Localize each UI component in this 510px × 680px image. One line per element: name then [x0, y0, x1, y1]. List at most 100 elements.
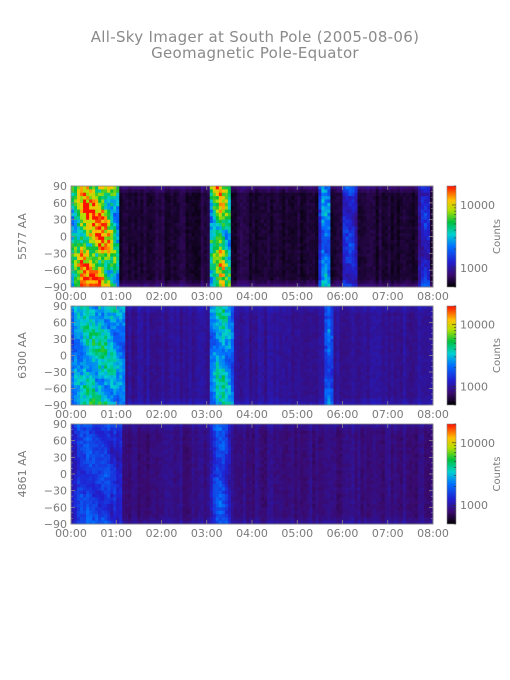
heatmap-cell: [360, 226, 365, 231]
heatmap-cell: [363, 280, 368, 285]
heatmap-cell: [420, 276, 425, 281]
heatmap-cell: [173, 332, 177, 337]
heatmap-cell: [113, 319, 117, 323]
heatmap-cell: [194, 332, 199, 337]
heatmap-cell: [101, 273, 105, 278]
heatmap-cell: [423, 212, 428, 217]
heatmap-cell: [89, 375, 93, 379]
heatmap-cell: [149, 199, 153, 204]
heatmap-cell: [80, 263, 84, 268]
heatmap-cell: [143, 319, 147, 323]
heatmap-cell: [348, 249, 352, 254]
heatmap-cell: [411, 256, 416, 261]
heatmap-cell: [194, 306, 199, 310]
heatmap-cell: [378, 253, 383, 258]
heatmap-cell: [399, 223, 404, 227]
heatmap-cell: [191, 355, 196, 360]
heatmap-cell: [185, 385, 190, 389]
heatmap-cell: [197, 219, 202, 224]
heatmap-cell: [89, 223, 93, 227]
heatmap-cell: [354, 276, 358, 281]
heatmap-cell: [264, 196, 268, 200]
heatmap-cell: [206, 236, 211, 241]
heatmap-cell: [104, 189, 108, 194]
heatmap-cell: [297, 236, 301, 241]
heatmap-cell: [369, 283, 374, 288]
heatmap-cell: [179, 283, 184, 288]
heatmap-cell: [261, 276, 265, 281]
heatmap-cell: [429, 276, 434, 281]
heatmap-cell: [104, 365, 108, 370]
heatmap-cell: [152, 352, 156, 356]
heatmap-cell: [140, 355, 144, 360]
heatmap-cell: [170, 355, 174, 360]
heatmap-cell: [98, 401, 102, 406]
heatmap-cell: [113, 196, 117, 200]
heatmap-cell: [74, 352, 78, 356]
heatmap-cell: [107, 398, 111, 403]
heatmap-cell: [125, 381, 129, 386]
heatmap-cell: [131, 329, 135, 333]
heatmap-cell: [429, 196, 434, 200]
heatmap-cell: [297, 280, 301, 285]
heatmap-cell: [417, 273, 422, 278]
heatmap-cell: [255, 253, 259, 258]
heatmap-cell: [185, 388, 190, 393]
heatmap-cell: [71, 270, 75, 274]
heatmap-cell: [267, 263, 271, 268]
heatmap-cell: [306, 276, 310, 281]
heatmap-cell: [288, 223, 292, 227]
heatmap-cell: [194, 362, 199, 366]
heatmap-cell: [146, 312, 150, 317]
heatmap-cell: [83, 226, 87, 231]
heatmap-cell: [194, 339, 199, 343]
heatmap-cell: [83, 348, 87, 353]
heatmap-cell: [309, 243, 313, 247]
heatmap-cell: [209, 219, 214, 224]
heatmap-cell: [92, 332, 96, 337]
heatmap-cell: [194, 342, 199, 346]
heatmap-cell: [146, 256, 150, 261]
heatmap-cell: [125, 249, 129, 254]
heatmap-cell: [188, 283, 193, 288]
heatmap-cell: [143, 365, 147, 370]
heatmap-cell: [185, 381, 190, 386]
heatmap-cell: [92, 212, 96, 217]
heatmap-cell: [242, 186, 247, 190]
heatmap-cell: [179, 355, 184, 360]
heatmap-cell: [291, 196, 295, 200]
heatmap-cell: [369, 249, 374, 254]
heatmap-cell: [390, 263, 395, 268]
heatmap-cell: [149, 239, 153, 244]
heatmap-cell: [167, 348, 171, 353]
heatmap-cell: [191, 329, 196, 333]
heatmap-cell: [300, 273, 304, 278]
heatmap-cell: [71, 375, 75, 379]
heatmap-cell: [357, 256, 361, 261]
heatmap-cell: [71, 362, 75, 366]
heatmap-cell: [86, 219, 90, 224]
heatmap-cell: [119, 322, 123, 327]
heatmap-cell: [107, 395, 111, 399]
heatmap-cell: [152, 236, 156, 241]
heatmap-cell: [179, 239, 184, 244]
heatmap-cell: [279, 189, 283, 194]
heatmap-cell: [218, 256, 223, 261]
heatmap-cell: [297, 246, 301, 251]
heatmap-cell: [113, 385, 117, 389]
heatmap-cell: [357, 199, 361, 204]
heatmap-cell: [83, 260, 87, 264]
heatmap-cell: [116, 322, 120, 327]
heatmap-cell: [297, 206, 301, 210]
heatmap-cell: [95, 196, 99, 200]
heatmap-cell: [188, 276, 193, 281]
heatmap-cell: [288, 226, 292, 231]
heatmap-cell: [393, 266, 398, 271]
heatmap-cell: [273, 276, 277, 281]
heatmap-cell: [200, 209, 205, 214]
heatmap-cell: [291, 189, 295, 194]
heatmap-cell: [369, 192, 374, 197]
heatmap-cell: [288, 260, 292, 264]
heatmap-cell: [357, 246, 361, 251]
heatmap-cell: [89, 246, 93, 251]
